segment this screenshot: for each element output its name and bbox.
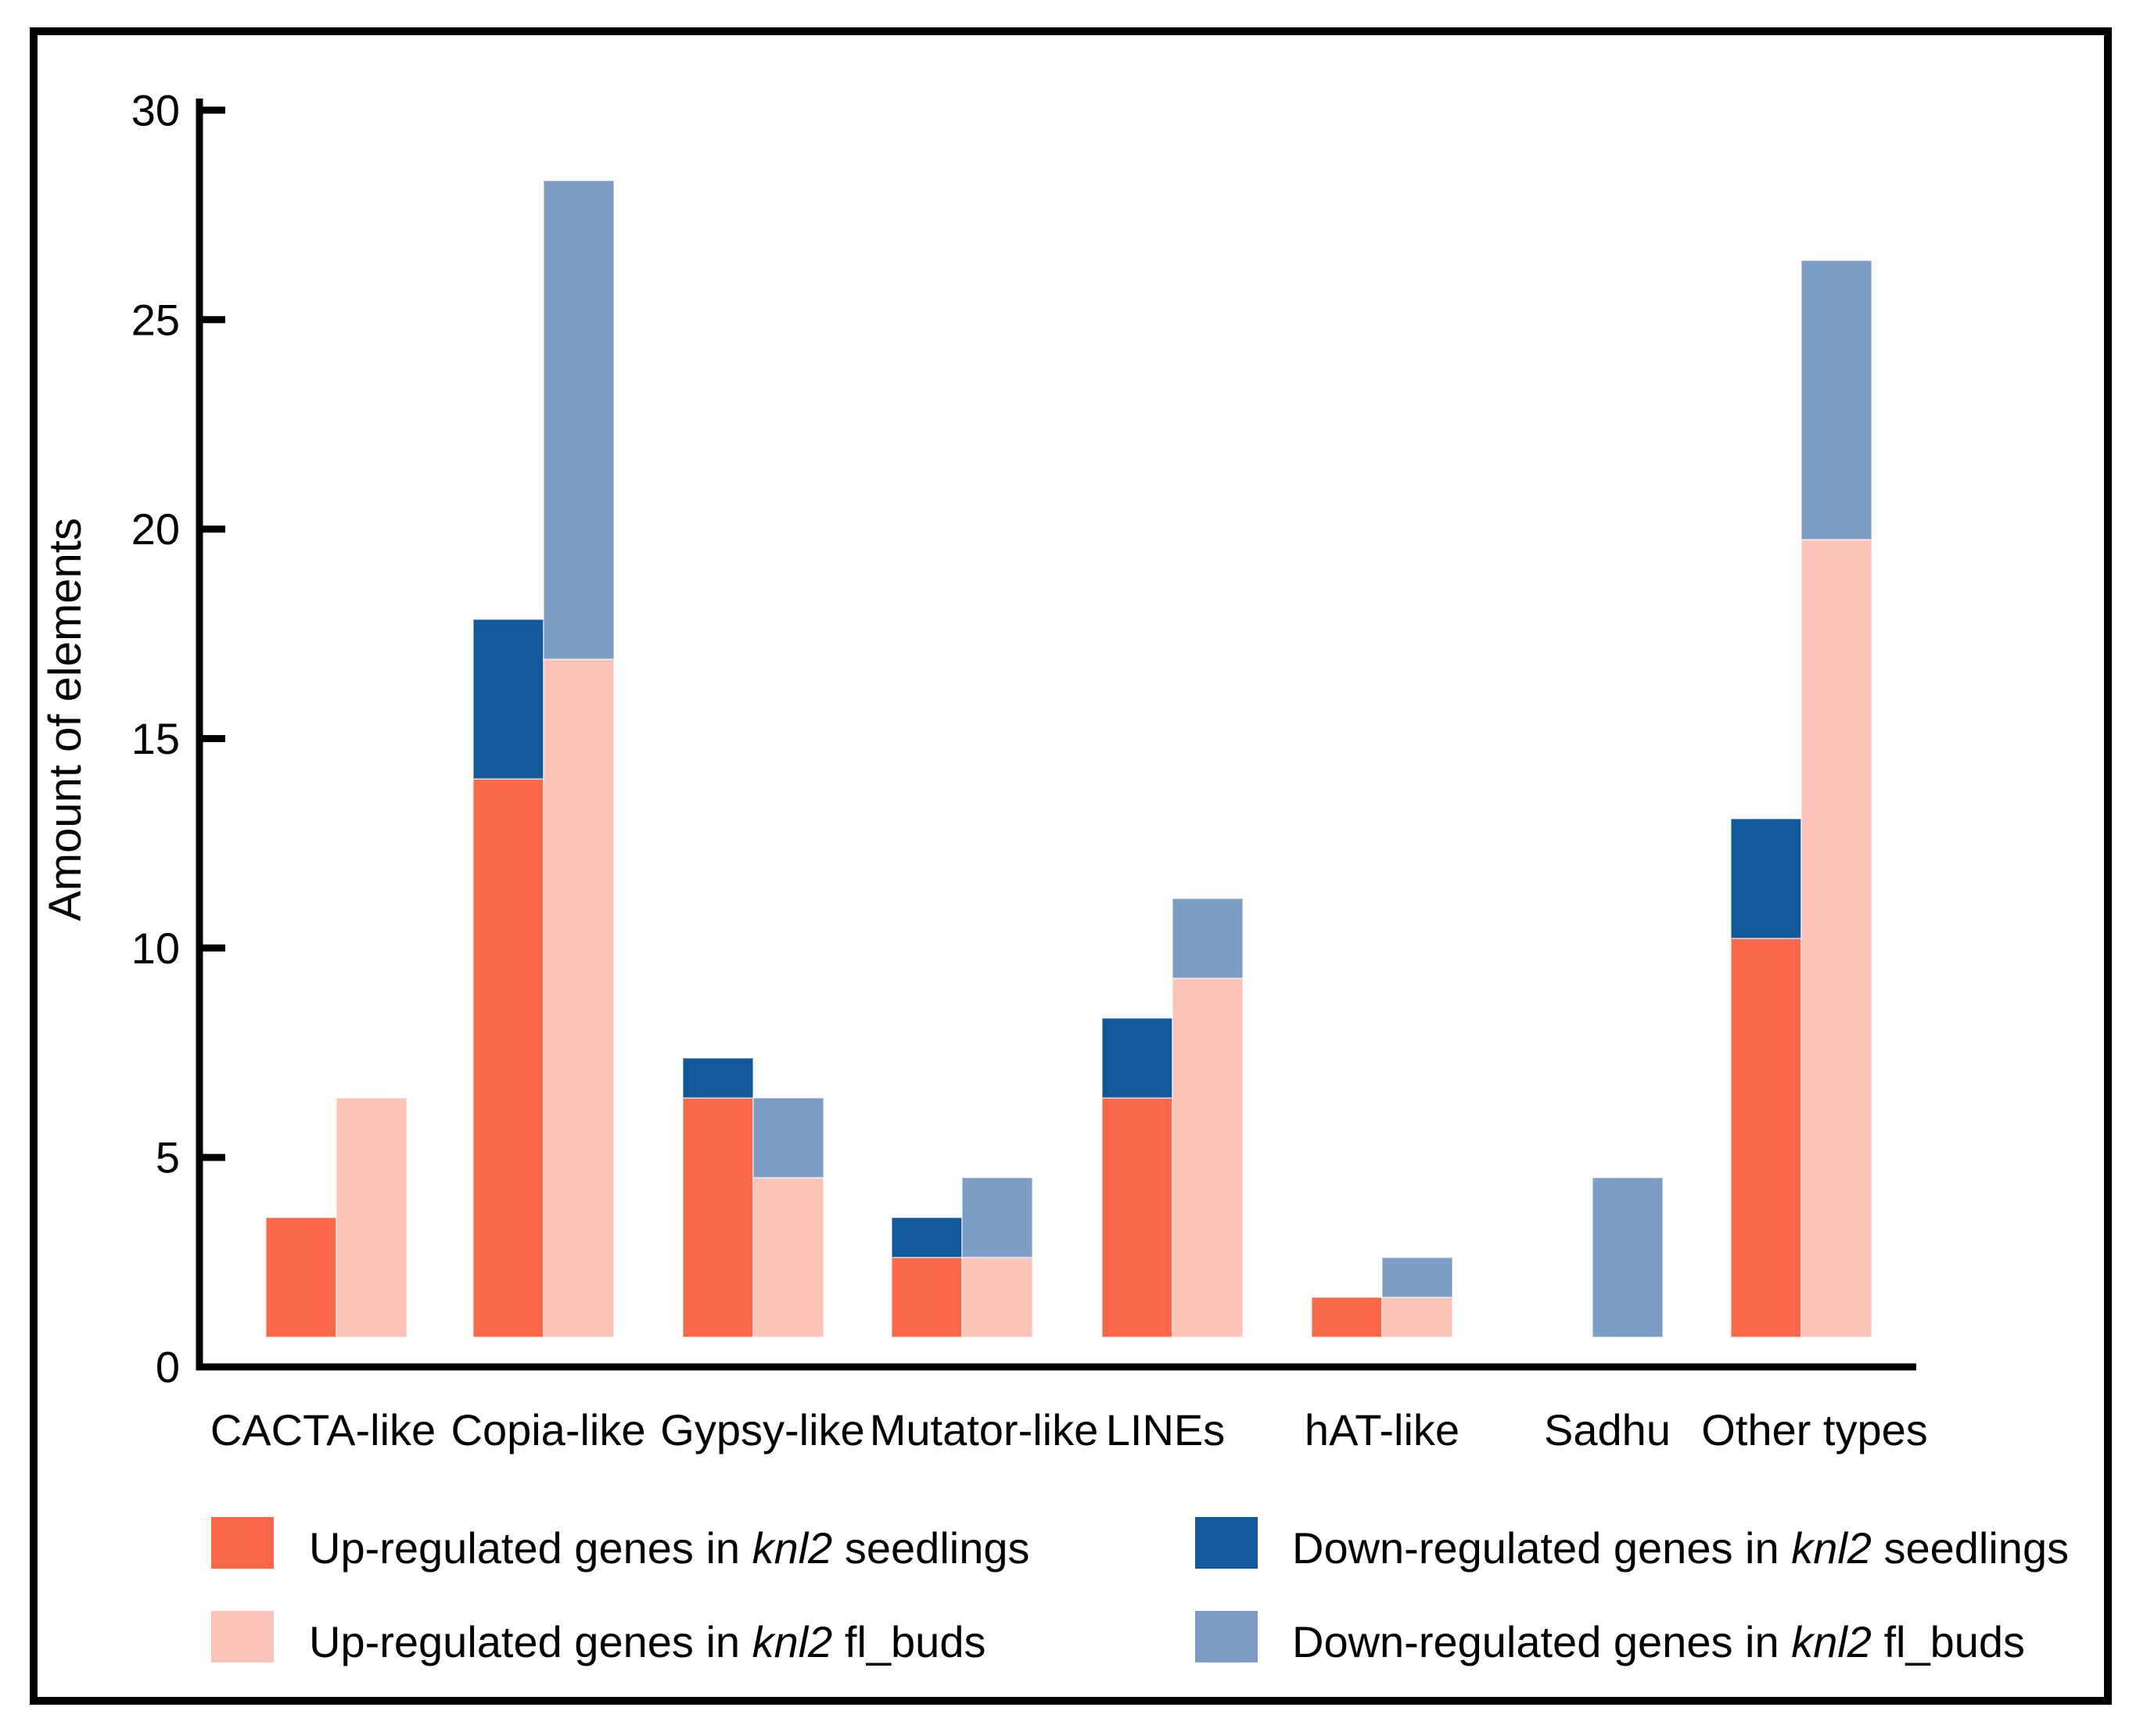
bar-segment-lines-s1 [1101, 1017, 1173, 1099]
bar-segment-copia-like-s2 [543, 658, 615, 1338]
bar-segment-lines-s0 [1101, 1097, 1173, 1338]
bar-segment-sadhu-s3 [1592, 1177, 1664, 1338]
legend-swatch [211, 1611, 274, 1662]
y-tick-label: 25 [131, 295, 180, 344]
x-category-label: hAT-like [1305, 1405, 1459, 1454]
bar-segment-mutator-like-s0 [891, 1257, 963, 1338]
y-tick-label: 15 [131, 714, 180, 763]
x-category-label: CACTA-like [210, 1405, 436, 1454]
x-category-label: Other types [1701, 1405, 1927, 1454]
bar-segment-copia-like-s1 [472, 619, 544, 780]
x-category-label: Sadhu [1544, 1405, 1671, 1454]
x-category-label: Mutator-like [870, 1405, 1099, 1454]
bar-segment-lines-s2 [1172, 977, 1244, 1338]
legend-swatch [1195, 1611, 1258, 1662]
legend-label: Up-regulated genes in knl2 seedlings [309, 1523, 1030, 1573]
figure-border [30, 27, 2112, 1705]
bar-segment-gypsy-like-s1 [682, 1057, 754, 1099]
bar-segment-lines-s3 [1172, 898, 1244, 979]
x-category-label: Gypsy-like [660, 1405, 864, 1454]
x-category-label: Copia-like [451, 1405, 646, 1454]
legend-swatch [1195, 1517, 1258, 1569]
legend-swatch [211, 1517, 274, 1569]
bar-segment-mutator-like-s1 [891, 1217, 963, 1258]
bar-segment-hat-like-s3 [1381, 1257, 1453, 1298]
bar-segment-mutator-like-s2 [961, 1257, 1033, 1338]
bar-segment-cacta-like-s2 [336, 1097, 407, 1338]
x-category-label: LINEs [1106, 1405, 1226, 1454]
bar-segment-gypsy-like-s2 [752, 1177, 824, 1338]
legend-label: Down-regulated genes in knl2 fl_buds [1292, 1617, 2025, 1666]
y-tick-label: 10 [131, 924, 180, 973]
bar-segment-cacta-like-s0 [265, 1217, 337, 1338]
bar-segment-copia-like-s3 [543, 180, 615, 660]
legend-label: Down-regulated genes in knl2 seedlings [1292, 1523, 2069, 1573]
bar-segment-mutator-like-s3 [961, 1177, 1033, 1258]
y-tick-label: 0 [156, 1343, 180, 1392]
bar-segment-other-types-s2 [1801, 539, 1872, 1338]
bar-segment-gypsy-like-s3 [752, 1097, 824, 1178]
bar-segment-copia-like-s0 [472, 778, 544, 1338]
bar-segment-other-types-s3 [1801, 260, 1872, 540]
y-tick-label: 20 [131, 504, 180, 554]
bar-segment-hat-like-s2 [1381, 1297, 1453, 1338]
bar-segment-gypsy-like-s0 [682, 1097, 754, 1338]
bar-segment-other-types-s0 [1730, 938, 1802, 1338]
y-axis-label: Amount of elements [40, 518, 91, 921]
bar-segment-other-types-s1 [1730, 818, 1802, 939]
y-tick-label: 5 [156, 1133, 180, 1182]
bar-segment-hat-like-s0 [1311, 1297, 1383, 1338]
legend-label: Up-regulated genes in knl2 fl_buds [309, 1617, 986, 1666]
y-tick-label: 30 [131, 85, 180, 135]
